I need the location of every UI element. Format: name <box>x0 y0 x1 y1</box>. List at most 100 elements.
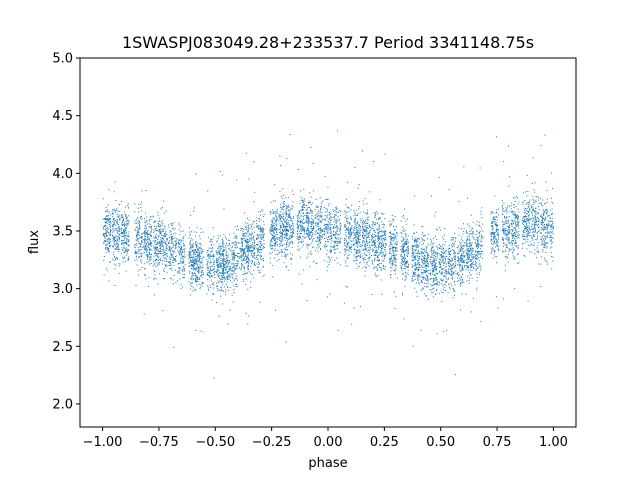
data-point <box>418 269 420 271</box>
data-point <box>285 219 287 221</box>
data-point <box>368 249 370 251</box>
data-point <box>170 223 172 225</box>
data-point <box>206 252 208 254</box>
data-point <box>138 228 140 230</box>
data-point <box>182 255 184 257</box>
data-point <box>250 235 252 237</box>
data-point <box>366 237 368 239</box>
data-point <box>419 276 421 278</box>
data-point <box>223 233 225 235</box>
data-point <box>213 287 215 289</box>
data-point <box>402 244 404 246</box>
data-point <box>123 257 125 259</box>
data-point <box>279 246 281 247</box>
data-point <box>195 262 197 264</box>
data-point <box>159 273 161 275</box>
data-point <box>156 230 158 232</box>
data-point <box>384 239 386 241</box>
data-point <box>113 239 115 241</box>
data-point <box>378 234 380 236</box>
data-point <box>128 241 130 243</box>
data-point <box>327 223 329 225</box>
data-point <box>247 323 249 325</box>
data-point <box>192 250 194 252</box>
data-point <box>262 275 264 277</box>
data-point <box>348 238 350 239</box>
data-point <box>258 220 260 222</box>
data-point <box>143 239 145 241</box>
data-point <box>189 252 191 254</box>
data-point <box>285 230 287 232</box>
data-point <box>147 261 149 263</box>
data-point <box>413 245 415 247</box>
data-point <box>199 247 201 249</box>
data-point <box>274 220 276 222</box>
data-point <box>135 227 137 229</box>
data-point <box>198 260 200 262</box>
data-point <box>330 227 332 229</box>
data-point <box>233 267 235 269</box>
data-point <box>252 252 254 254</box>
data-point <box>415 255 417 257</box>
data-point <box>243 259 245 261</box>
data-point <box>362 257 364 259</box>
data-point <box>170 243 172 245</box>
data-point <box>406 254 408 256</box>
data-point <box>200 272 202 273</box>
data-point <box>395 238 397 240</box>
data-point <box>234 244 236 246</box>
data-point <box>302 218 304 220</box>
data-point <box>319 248 321 250</box>
data-point <box>233 256 235 258</box>
data-point <box>223 269 225 271</box>
data-point <box>219 246 221 248</box>
data-point <box>242 273 244 275</box>
data-point <box>317 224 319 226</box>
data-point <box>210 269 212 271</box>
data-point <box>214 266 216 268</box>
data-point <box>225 262 227 264</box>
data-point <box>363 234 365 236</box>
data-point <box>367 233 369 234</box>
data-point <box>113 244 115 246</box>
data-point <box>218 253 220 255</box>
data-point <box>320 236 322 238</box>
data-point <box>393 270 395 272</box>
data-point <box>271 244 273 246</box>
data-point <box>156 243 158 245</box>
data-point <box>371 227 373 229</box>
data-point <box>355 234 357 236</box>
data-point <box>237 260 239 262</box>
data-point <box>215 272 217 274</box>
data-point <box>401 250 403 252</box>
data-point <box>259 245 261 247</box>
data-point <box>243 257 245 259</box>
data-point <box>258 271 260 273</box>
data-point <box>109 225 111 227</box>
data-point <box>411 278 413 280</box>
data-point <box>279 225 281 227</box>
data-point <box>164 235 166 237</box>
data-point <box>271 221 273 223</box>
data-point <box>278 232 280 234</box>
data-point <box>375 245 377 247</box>
data-point <box>414 255 416 257</box>
data-point <box>165 231 167 233</box>
data-point <box>379 238 381 240</box>
data-point <box>415 274 417 276</box>
data-point <box>248 258 250 260</box>
data-point <box>413 260 415 262</box>
data-point <box>343 254 345 256</box>
data-point <box>318 225 320 227</box>
data-point <box>110 230 112 232</box>
data-point <box>377 255 379 257</box>
data-point <box>276 233 278 235</box>
data-point <box>245 278 247 280</box>
data-point <box>419 258 421 260</box>
data-point <box>426 275 428 277</box>
data-point <box>115 236 117 238</box>
data-point <box>147 236 149 238</box>
data-point <box>219 277 221 279</box>
data-point <box>322 200 324 202</box>
data-point <box>338 242 340 244</box>
